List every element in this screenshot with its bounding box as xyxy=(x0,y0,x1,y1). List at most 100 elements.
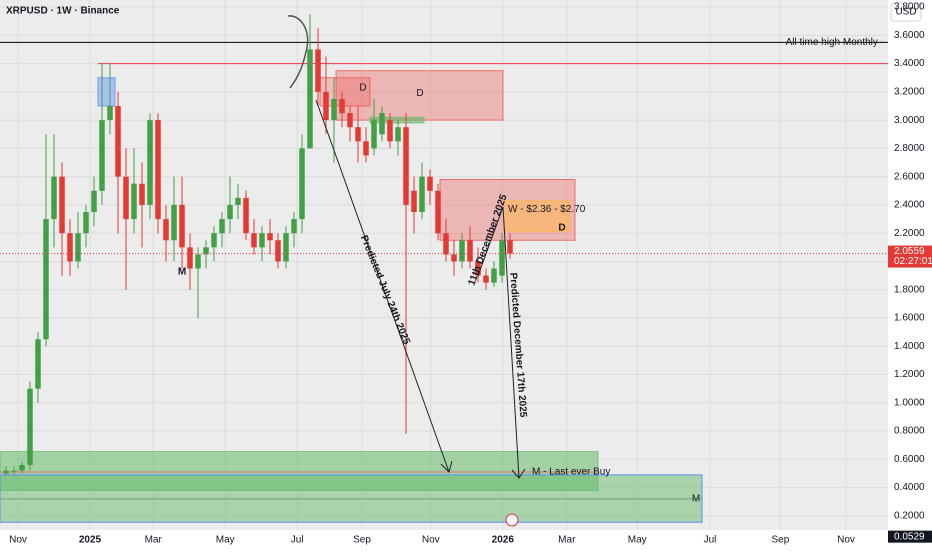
candle-body xyxy=(483,275,489,283)
candle-body xyxy=(235,197,241,205)
zone-label: D xyxy=(416,88,423,99)
zone-label: W - $2.36 - $2.70 xyxy=(508,204,586,215)
candle-body xyxy=(59,176,65,234)
y-tick-label: 2.8000 xyxy=(894,143,925,154)
level-label: M xyxy=(692,494,700,505)
y-tick-label: 1.4000 xyxy=(894,341,925,352)
candle-body xyxy=(203,247,209,255)
arrow xyxy=(315,99,450,473)
x-tick-label: Jul xyxy=(291,535,304,546)
currency[interactable]: USD xyxy=(895,7,916,18)
scale-marker-box xyxy=(888,530,932,543)
y-tick-label: 2.6000 xyxy=(894,171,925,182)
zone-label: D xyxy=(359,82,366,93)
y-tick-label: 1.8000 xyxy=(894,284,925,295)
candle-body xyxy=(371,120,377,149)
y-tick-label: 3.4000 xyxy=(894,58,925,69)
candle-body xyxy=(67,233,73,262)
y-tick-label: 2.2000 xyxy=(894,228,925,239)
candle-body xyxy=(283,233,289,262)
candle-body xyxy=(267,233,273,241)
candle-body xyxy=(467,240,473,262)
x-tick-label: May xyxy=(628,535,647,546)
candle-body xyxy=(491,268,497,283)
x-tick-label: 2026 xyxy=(492,535,515,546)
candle-body xyxy=(243,197,249,234)
note: D xyxy=(558,223,565,234)
y-tick-label: 0.6000 xyxy=(894,454,925,465)
note: M xyxy=(178,267,186,278)
candle-body xyxy=(475,261,481,276)
candle-body xyxy=(123,176,129,220)
candle-body xyxy=(147,120,153,205)
candle-body xyxy=(347,113,353,128)
x-tick-label: 2025 xyxy=(79,535,102,546)
candle-body xyxy=(27,388,33,465)
candle-body xyxy=(179,204,185,248)
candle-body xyxy=(331,98,337,121)
candle-body xyxy=(115,106,121,177)
y-tick-label: 3.6000 xyxy=(894,30,925,41)
candle-body xyxy=(11,470,17,472)
candle-body xyxy=(499,240,505,276)
candle-body xyxy=(275,240,281,262)
y-tick-label: 3.0000 xyxy=(894,115,925,126)
candle-body xyxy=(35,339,41,389)
y-tick-label: 0.4000 xyxy=(894,482,925,493)
zone xyxy=(335,70,504,121)
chart-title: XRPUSD · 1W · Binance xyxy=(6,6,120,17)
x-tick-label: Sep xyxy=(772,535,790,546)
plot-layer: M - Last ever Buy M All time high Monthly … xyxy=(0,0,888,530)
candle-body xyxy=(91,190,97,212)
zone xyxy=(504,200,571,233)
candle-body xyxy=(139,183,145,205)
candle-body xyxy=(211,233,217,248)
candle-body xyxy=(355,127,361,142)
candle-body xyxy=(307,49,313,149)
candle-body xyxy=(251,233,257,248)
x-tick-label: Mar xyxy=(145,535,163,546)
x-tick-label: Nov xyxy=(9,535,27,546)
candle-body xyxy=(395,127,401,142)
time-axis xyxy=(0,530,888,550)
candle-body xyxy=(107,106,113,121)
y-tick-label: 0.8000 xyxy=(894,426,925,437)
candle-body xyxy=(259,233,265,248)
level-label: All time high Monthly - xyxy=(786,37,884,48)
candle-body xyxy=(427,176,433,191)
candle-body xyxy=(403,127,409,205)
countdown: 02:27:01 xyxy=(894,256,932,267)
candle-body xyxy=(435,190,441,234)
candle-body xyxy=(323,91,329,121)
candle-body xyxy=(507,240,513,254)
candle-body xyxy=(451,254,457,262)
candle-body xyxy=(459,240,465,262)
candle-body xyxy=(195,254,201,269)
candle-body xyxy=(3,470,9,474)
y-tick-label: 1.6000 xyxy=(894,313,925,324)
candle-body xyxy=(163,219,169,241)
candle-body xyxy=(43,219,49,340)
candle-body xyxy=(299,148,305,220)
y-tick-label: 1.0000 xyxy=(894,397,925,408)
arrow xyxy=(477,206,504,277)
last-price: 2.0559 xyxy=(894,246,925,257)
candle-body xyxy=(131,183,137,220)
arrow-head xyxy=(440,460,453,473)
candle-body xyxy=(75,233,81,262)
candle-body xyxy=(83,212,89,234)
arrow xyxy=(502,206,520,479)
y-tick-label: 3.8000 xyxy=(894,2,925,13)
currency-button[interactable] xyxy=(890,2,922,22)
scale-marker: 0.0529 xyxy=(894,531,925,542)
candle-body xyxy=(411,190,417,212)
candle-body xyxy=(19,464,25,471)
y-tick-label: 3.2000 xyxy=(894,87,925,98)
candle-body xyxy=(315,49,321,92)
zone xyxy=(369,116,425,124)
candle-body xyxy=(291,219,297,234)
candle-body xyxy=(339,98,345,114)
x-tick-label: Mar xyxy=(558,535,576,546)
x-tick-label: Nov xyxy=(837,535,855,546)
